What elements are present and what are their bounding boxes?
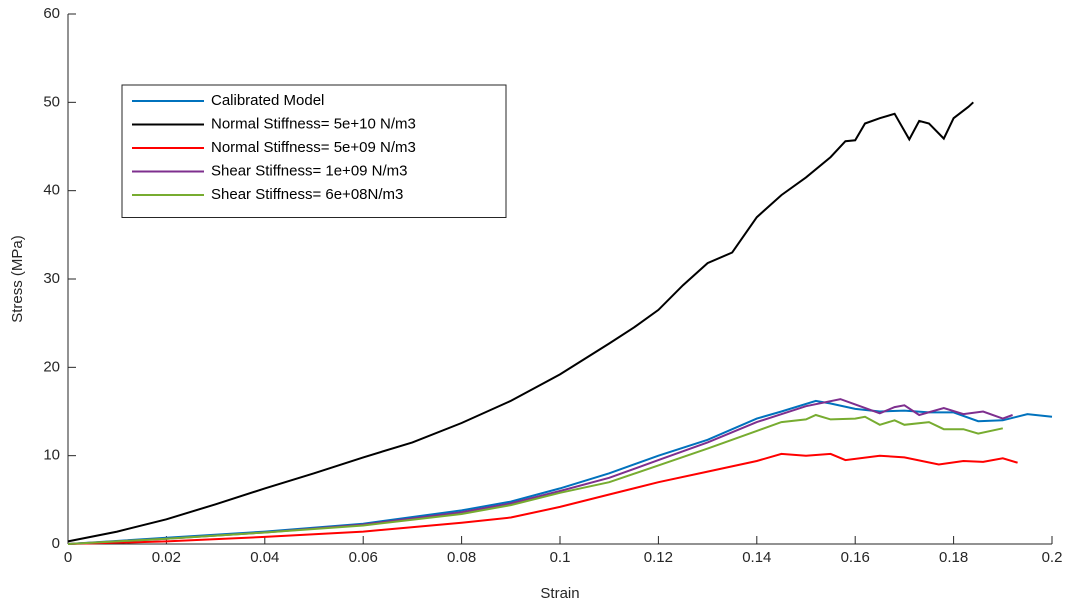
x-tick-label: 0.06 bbox=[349, 549, 378, 566]
y-axis-label: Stress (MPa) bbox=[9, 235, 26, 323]
series-line bbox=[67, 399, 1053, 545]
x-tick-label: 0.12 bbox=[644, 549, 673, 566]
x-tick-label: 0.14 bbox=[742, 549, 771, 566]
x-tick-label: 0.18 bbox=[939, 549, 968, 566]
x-tick-label: 0.2 bbox=[1042, 549, 1063, 566]
series-line bbox=[67, 398, 1013, 545]
x-tick-label: 0.08 bbox=[447, 549, 476, 566]
y-tick-label: 20 bbox=[43, 358, 60, 375]
legend-label: Shear Stiffness= 1e+09 N/m3 bbox=[211, 162, 408, 179]
series-line bbox=[67, 413, 1004, 545]
legend-label: Shear Stiffness= 6e+08N/m3 bbox=[211, 186, 403, 203]
y-tick-label: 30 bbox=[43, 270, 60, 287]
x-tick-label: 0.16 bbox=[841, 549, 870, 566]
legend-label: Calibrated Model bbox=[211, 92, 324, 109]
y-tick-label: 10 bbox=[43, 447, 60, 464]
x-axis-label: Strain bbox=[540, 585, 579, 602]
x-tick-label: 0 bbox=[64, 549, 72, 566]
x-tick-label: 0.02 bbox=[152, 549, 181, 566]
series-line bbox=[67, 101, 974, 543]
x-tick-label: 0.04 bbox=[250, 549, 279, 566]
legend-label: Normal Stiffness= 5e+10 N/m3 bbox=[211, 115, 416, 132]
y-tick-label: 0 bbox=[52, 535, 60, 552]
x-tick-label: 0.1 bbox=[550, 549, 571, 566]
y-tick-label: 50 bbox=[43, 93, 60, 110]
y-tick-label: 60 bbox=[43, 5, 60, 22]
legend-label: Normal Stiffness= 5e+09 N/m3 bbox=[211, 139, 416, 156]
series-line bbox=[67, 452, 1018, 545]
y-tick-label: 40 bbox=[43, 182, 60, 199]
